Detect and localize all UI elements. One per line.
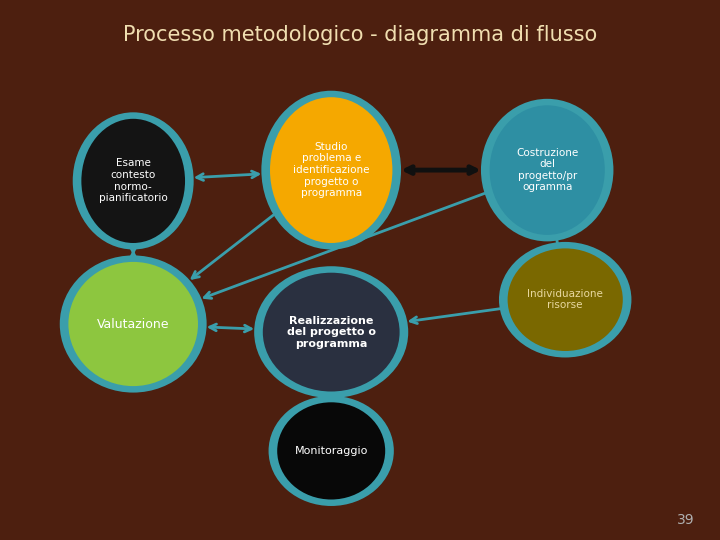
FancyArrowPatch shape xyxy=(197,171,258,180)
FancyArrowPatch shape xyxy=(130,246,137,259)
Ellipse shape xyxy=(270,97,392,243)
Ellipse shape xyxy=(81,119,185,243)
Ellipse shape xyxy=(73,112,194,249)
FancyArrowPatch shape xyxy=(407,167,475,173)
FancyArrowPatch shape xyxy=(328,388,335,406)
Ellipse shape xyxy=(263,273,400,392)
Ellipse shape xyxy=(269,396,394,506)
Ellipse shape xyxy=(68,262,198,386)
Text: Individuazione
risorse: Individuazione risorse xyxy=(527,289,603,310)
Ellipse shape xyxy=(261,91,401,249)
Ellipse shape xyxy=(508,248,623,351)
Text: Esame
contesto
normo-
pianificatorio: Esame contesto normo- pianificatorio xyxy=(99,159,168,203)
FancyArrowPatch shape xyxy=(210,324,251,332)
Ellipse shape xyxy=(481,99,613,241)
FancyArrowPatch shape xyxy=(204,193,485,299)
Text: Processo metodologico - diagramma di flusso: Processo metodologico - diagramma di flu… xyxy=(123,25,597,45)
FancyArrowPatch shape xyxy=(552,232,562,251)
FancyArrowPatch shape xyxy=(192,215,274,278)
Ellipse shape xyxy=(277,402,385,500)
Text: Monitoraggio: Monitoraggio xyxy=(294,446,368,456)
Text: 39: 39 xyxy=(678,512,695,526)
FancyArrowPatch shape xyxy=(410,309,500,323)
Ellipse shape xyxy=(254,266,408,398)
Ellipse shape xyxy=(60,255,207,393)
Text: Costruzione
del
progetto/pr
ogramma: Costruzione del progetto/pr ogramma xyxy=(516,148,578,192)
Text: Studio
problema e
identificazione
progetto o
programma: Studio problema e identificazione proget… xyxy=(293,142,369,198)
Ellipse shape xyxy=(499,242,631,357)
Text: Valutazione: Valutazione xyxy=(97,318,169,330)
Ellipse shape xyxy=(490,105,605,235)
Text: Realizzazione
del progetto o
programma: Realizzazione del progetto o programma xyxy=(287,315,376,349)
